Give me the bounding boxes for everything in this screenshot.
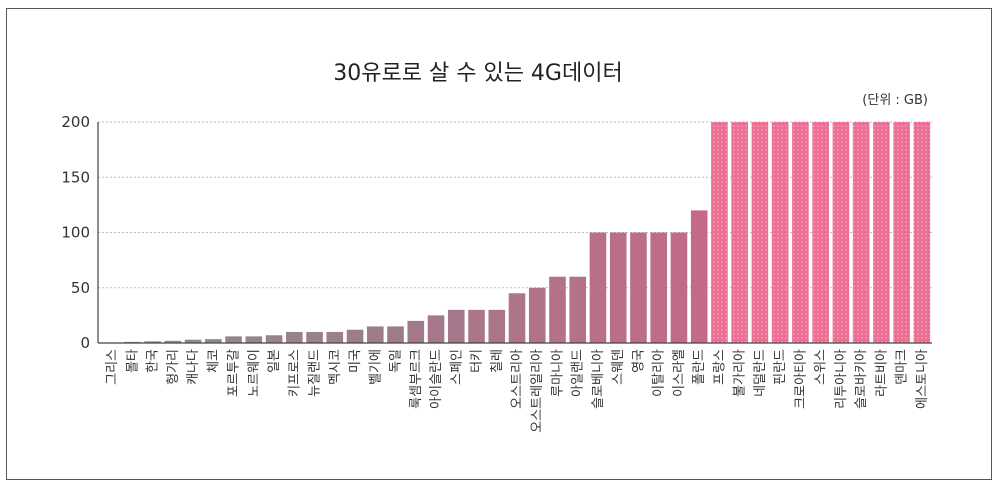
x-tick-label: 룩셈부르크 (409, 349, 424, 409)
x-tick-label: 멕시코 (328, 349, 343, 385)
x-tick-label: 오스트리아 (510, 349, 525, 409)
bar-14 (387, 326, 404, 343)
bar-11 (326, 331, 344, 343)
bar-40 (913, 122, 931, 343)
chart-title: 30유로로 살 수 있는 4G데이터 (333, 61, 622, 86)
x-tick-label: 터키 (470, 349, 485, 373)
bar-33 (771, 122, 789, 343)
x-tick-label: 그리스 (105, 349, 120, 385)
x-tick-label: 프랑스 (712, 349, 727, 385)
x-tick-label: 슬로베니아 (591, 349, 606, 409)
bar-13 (366, 326, 384, 343)
bar-25 (609, 232, 627, 343)
bar-24 (589, 232, 607, 343)
bar-19 (488, 309, 506, 343)
bar-8 (265, 335, 283, 343)
x-tick-label: 리투아니아 (834, 349, 849, 409)
y-tick-label: 0 (80, 334, 90, 352)
bar-18 (468, 309, 485, 343)
bar-2 (144, 341, 161, 343)
bar-36 (832, 122, 850, 343)
x-tick-label: 오스트레일리아 (530, 349, 545, 433)
bar-38 (873, 122, 890, 343)
x-tick-label: 체코 (206, 349, 221, 373)
bar-4 (184, 339, 202, 343)
bar-17 (447, 309, 465, 343)
bar-26 (630, 232, 647, 343)
y-tick-label: 150 (61, 168, 90, 186)
bar-15 (407, 320, 425, 343)
x-tick-label: 미국 (348, 349, 363, 373)
bar-23 (569, 276, 587, 343)
x-tick-label: 한국 (146, 349, 161, 373)
x-tick-label: 칠레 (490, 349, 505, 373)
bar-35 (812, 122, 829, 343)
bar-20 (508, 293, 526, 343)
bar-27 (650, 232, 668, 343)
x-tick-label: 벨기에 (368, 349, 383, 385)
unit-label: (단위 : GB) (862, 93, 928, 108)
x-tick-label: 라트비아 (874, 349, 889, 397)
x-tick-label: 루마니아 (550, 349, 565, 397)
x-tick-label: 불가리아 (733, 349, 748, 397)
bar-37 (852, 122, 870, 343)
bar-32 (751, 122, 769, 343)
x-tick-label: 핀란드 (773, 349, 788, 385)
x-tick-label: 네덜란드 (753, 349, 768, 397)
bar-6 (225, 336, 242, 343)
bar-16 (427, 315, 445, 343)
bar-29 (690, 210, 708, 343)
bar-21 (528, 287, 546, 343)
x-tick-label: 덴마크 (895, 349, 910, 385)
bar-22 (549, 276, 566, 343)
x-tick-label: 아일랜드 (571, 349, 586, 397)
y-tick-label: 50 (71, 279, 90, 297)
bar-5 (205, 339, 222, 343)
x-tick-label: 슬로바키아 (854, 349, 869, 409)
x-tick-label: 폴란드 (692, 349, 707, 385)
x-tick-label: 이탈리아 (652, 349, 667, 397)
x-tick-label: 뉴질랜드 (308, 349, 323, 397)
x-tick-label: 일본 (267, 349, 282, 373)
x-tick-label: 캐나다 (186, 349, 201, 385)
bar-7 (245, 336, 263, 343)
x-tick-label: 스페인 (449, 349, 464, 385)
x-tick-label: 스위스 (814, 349, 829, 385)
bar-39 (893, 122, 910, 343)
x-tick-label: 이스라엘 (672, 349, 687, 397)
bar-10 (306, 331, 323, 343)
y-tick-label: 200 (61, 113, 90, 131)
x-tick-label: 노르웨이 (247, 349, 262, 397)
x-tick-label: 크로아티아 (793, 349, 808, 409)
bar-3 (164, 340, 182, 343)
bar-34 (792, 122, 809, 343)
x-tick-label: 몰타 (125, 349, 140, 373)
bar-31 (731, 122, 748, 343)
bar-30 (711, 122, 728, 343)
x-tick-label: 아이슬란드 (429, 349, 444, 409)
x-tick-label: 포르투갈 (227, 349, 242, 397)
x-tick-label: 에스토니아 (915, 349, 930, 409)
x-tick-label: 키프로스 (287, 349, 302, 397)
y-tick-label: 100 (61, 224, 90, 242)
bar-28 (670, 232, 688, 343)
bar-12 (346, 329, 364, 343)
x-tick-label: 헝가리 (166, 349, 181, 385)
bar-9 (286, 331, 303, 343)
x-tick-label: 스웨덴 (611, 349, 626, 385)
x-tick-label: 영국 (631, 349, 646, 373)
x-tick-label: 독일 (389, 349, 404, 373)
